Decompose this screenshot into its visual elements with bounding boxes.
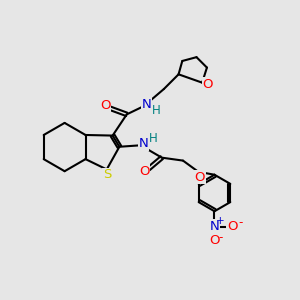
Text: O: O xyxy=(227,220,237,233)
Text: H: H xyxy=(152,104,161,117)
Text: O: O xyxy=(202,78,213,91)
Text: H: H xyxy=(148,132,157,145)
Text: O: O xyxy=(100,99,111,112)
Text: O: O xyxy=(194,171,205,184)
Text: +: + xyxy=(216,216,225,226)
Text: S: S xyxy=(103,168,112,181)
Text: N: N xyxy=(139,137,148,150)
Text: -: - xyxy=(239,216,243,229)
Text: N: N xyxy=(142,98,152,111)
Text: -: - xyxy=(219,231,223,244)
Text: N: N xyxy=(210,220,219,233)
Text: O: O xyxy=(209,234,220,247)
Text: O: O xyxy=(139,165,150,178)
